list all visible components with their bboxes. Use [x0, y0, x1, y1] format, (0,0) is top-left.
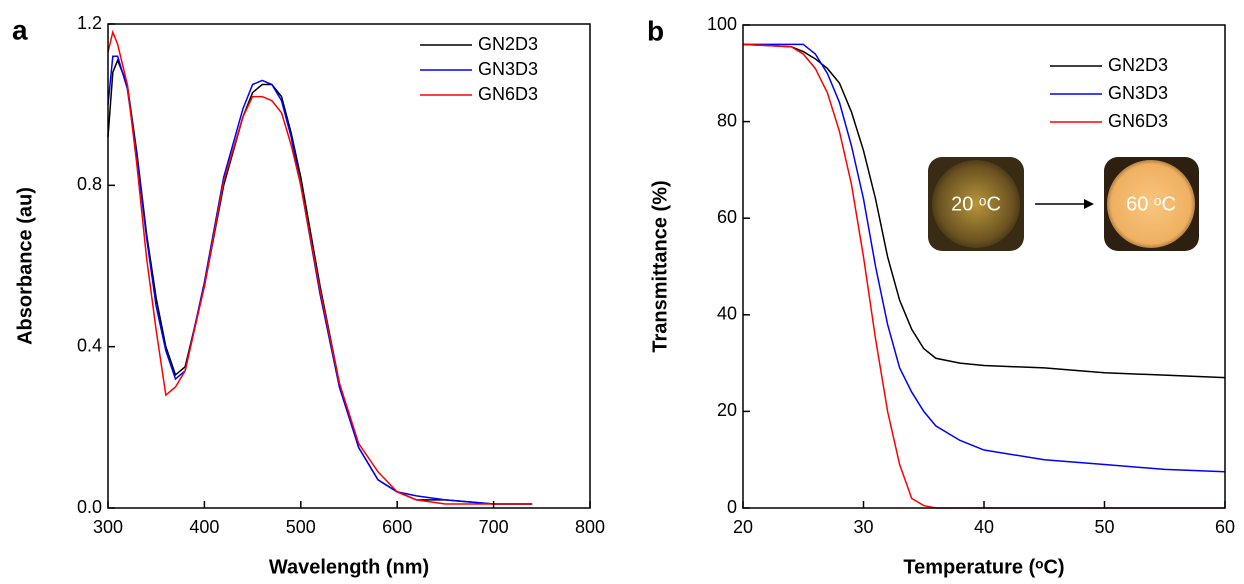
x-axis-label: Wavelength (nm): [269, 556, 429, 578]
x-tick-label: 700: [479, 517, 509, 537]
y-tick-label: 0: [727, 497, 737, 517]
arrow-head: [1084, 199, 1094, 209]
x-tick-label: 400: [189, 517, 219, 537]
data-line: [107, 58, 533, 505]
y-tick-label: 40: [717, 304, 737, 324]
data-line: [107, 29, 533, 505]
y-axis-label: Transmittance (%): [649, 180, 671, 352]
inset-label: 20 ᵒC: [951, 193, 1001, 215]
x-tick-label: 60: [1215, 517, 1235, 537]
y-tick-label: 60: [717, 207, 737, 227]
x-tick-label: 500: [286, 517, 316, 537]
legend-label: GN3D3: [478, 59, 538, 79]
y-tick-label: 100: [707, 14, 737, 34]
panel-label: a: [12, 14, 28, 45]
y-tick-label: 0.8: [77, 174, 102, 194]
legend-label: GN6D3: [1108, 111, 1168, 131]
plot-frame: [107, 23, 591, 509]
legend-label: GN2D3: [1108, 55, 1168, 75]
x-tick-label: 50: [1094, 517, 1114, 537]
data-line: [107, 55, 533, 505]
panel-label: b: [647, 15, 664, 46]
inset-sample: [1107, 160, 1195, 248]
y-tick-label: 1.2: [77, 13, 102, 33]
x-axis-label: Temperature (ᵒC): [903, 556, 1064, 578]
legend-label: GN6D3: [478, 84, 538, 104]
y-tick-label: 0.0: [77, 497, 102, 517]
data-line: [743, 43, 1226, 473]
y-axis-label: Absorbance (au): [14, 187, 36, 345]
y-tick-label: 0.4: [77, 335, 102, 355]
legend-label: GN3D3: [1108, 83, 1168, 103]
inset-label: 60 ᵒC: [1126, 193, 1176, 215]
x-tick-label: 300: [93, 517, 123, 537]
x-tick-label: 40: [974, 517, 994, 537]
x-tick-label: 800: [575, 517, 605, 537]
legend-label: GN2D3: [478, 34, 538, 54]
inset-sample: [932, 160, 1020, 248]
y-tick-label: 80: [717, 110, 737, 130]
x-tick-label: 600: [382, 517, 412, 537]
x-tick-label: 20: [733, 517, 753, 537]
y-tick-label: 20: [717, 400, 737, 420]
x-tick-label: 30: [853, 517, 873, 537]
data-line: [742, 43, 1226, 379]
